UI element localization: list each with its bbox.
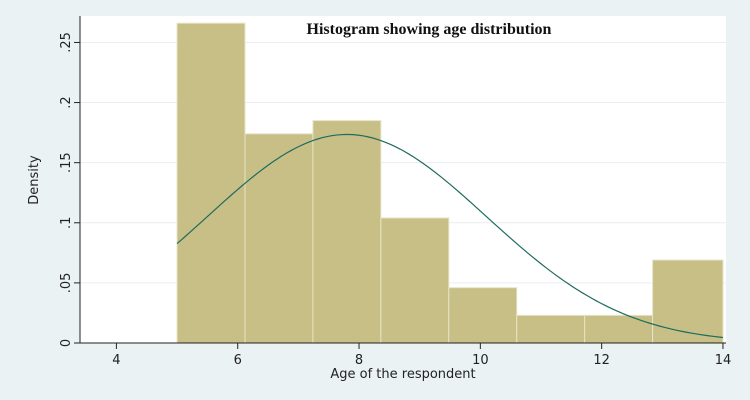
histogram-bar	[380, 217, 450, 344]
histogram-bar	[584, 314, 654, 344]
histogram-bar	[516, 314, 586, 344]
axes: 4 6 8 10 12 14 0 .05 .1 .15 .2 .25	[59, 16, 731, 368]
normal-density-curve	[176, 133, 724, 339]
x-axis-label: Age of the respondent	[330, 367, 475, 382]
x-tick-label: 14	[715, 353, 732, 368]
x-tick-label: 6	[234, 353, 242, 368]
histogram-bar	[176, 22, 246, 344]
chart-title: Histogram showing age distribution	[307, 21, 552, 38]
histogram-bar	[312, 120, 382, 344]
y-tick-label: .1	[59, 217, 74, 229]
histogram-bar	[652, 259, 724, 344]
histogram-bars	[176, 22, 724, 344]
y-tick-label: 0	[59, 339, 74, 347]
y-tick-label: .05	[59, 273, 74, 294]
y-axis-label: Density	[27, 155, 42, 205]
y-tick-label: .2	[59, 96, 74, 108]
x-tick-label: 8	[355, 353, 363, 368]
x-tick-label: 10	[472, 353, 489, 368]
histogram-bar	[244, 133, 314, 344]
y-tick-label: .15	[59, 152, 74, 173]
y-tick-label: .25	[59, 32, 74, 53]
histogram-bar	[448, 287, 518, 344]
x-tick-label: 4	[112, 353, 120, 368]
x-tick-label: 12	[593, 353, 610, 368]
